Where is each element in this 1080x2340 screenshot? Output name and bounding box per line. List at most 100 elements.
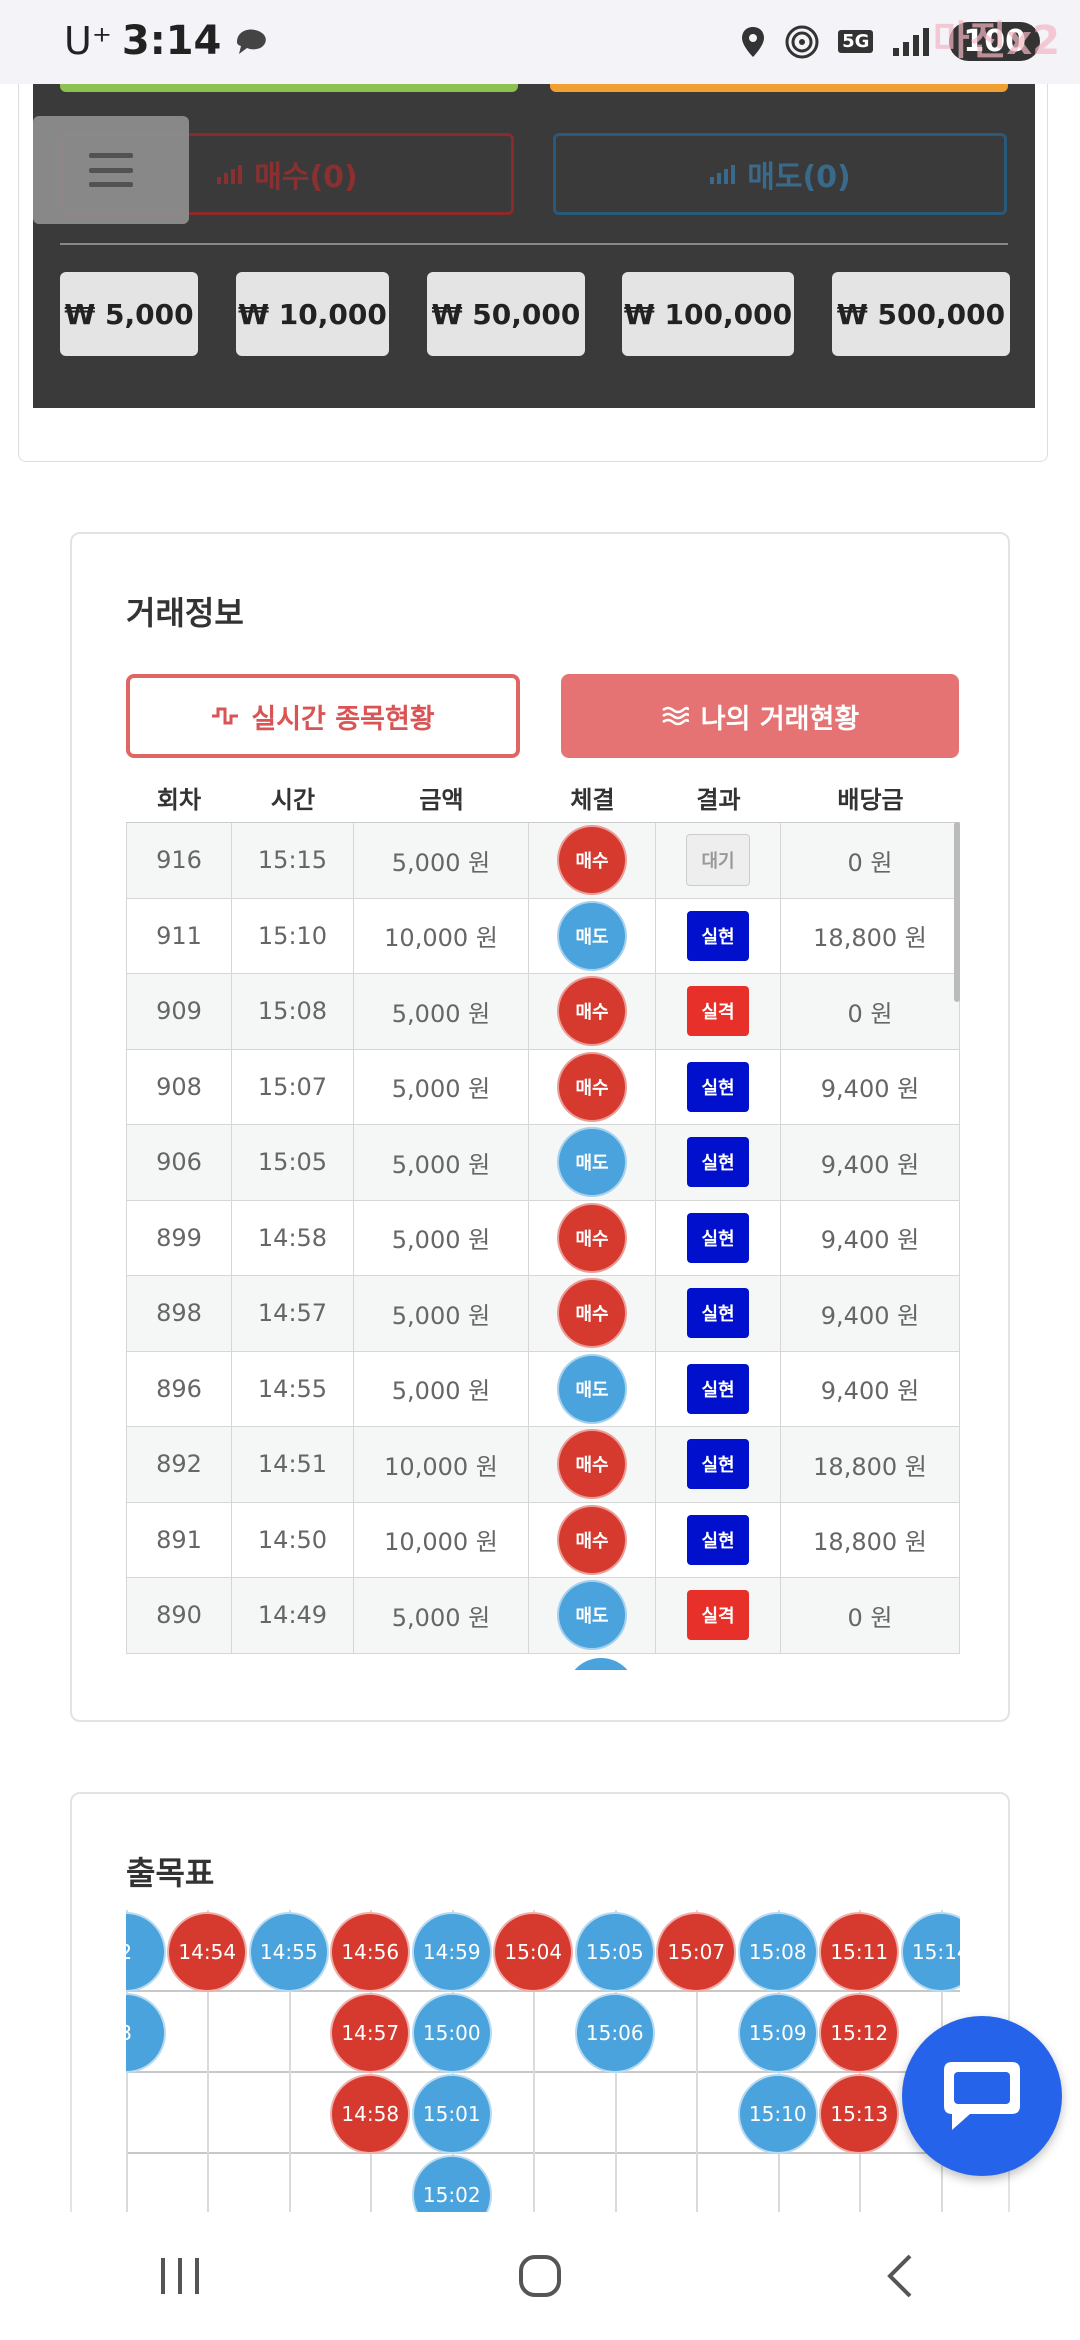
- cell-result: 실현: [656, 1125, 781, 1200]
- sell-circle-partial: [566, 1658, 636, 1670]
- column-header: 결과: [696, 786, 741, 814]
- hamburger-icon: [89, 153, 133, 187]
- board-gridline: [126, 2071, 960, 2073]
- cell-side: 매수: [529, 1502, 656, 1577]
- cell-payout: 9,400 원: [781, 1200, 960, 1275]
- buy-result-circle: 14:54: [167, 1912, 248, 1992]
- buy-button[interactable]: 매수(0): [60, 133, 514, 215]
- messenger-icon: [237, 29, 267, 54]
- status-left: U⁺ 3:14: [64, 18, 271, 64]
- cell-payout: 18,800 원: [781, 1427, 960, 1502]
- sell-result-circle: 3: [126, 1993, 166, 2073]
- table-row: 916 15:15 5,000 원 매수 대기 0 원: [126, 823, 960, 899]
- tab-mine-label: 나의 거래현황: [700, 703, 860, 735]
- table-row: 906 15:05 5,000 원 매도 실현 9,400 원: [126, 1125, 960, 1201]
- chat-button[interactable]: [902, 2016, 1062, 2176]
- cell-time: 14:51: [232, 1427, 354, 1502]
- side-badge: 매수: [557, 1278, 627, 1349]
- cell-round: 899: [126, 1200, 232, 1275]
- result-board-title: 출목표: [126, 1854, 215, 1892]
- pulse-icon: [212, 707, 239, 725]
- status-right: 5G 100: [740, 22, 1040, 61]
- cell-time: 15:08: [232, 974, 354, 1049]
- amount-button-100000[interactable]: ₩ 100,000: [622, 272, 794, 356]
- cell-payout: 0 원: [781, 974, 960, 1049]
- cell-amount: 10,000 원: [354, 1427, 529, 1502]
- amount-button-10000[interactable]: ₩ 10,000: [236, 272, 389, 356]
- sell-result-circle: 15:14: [900, 1912, 960, 1992]
- cell-payout: 0 원: [781, 1578, 960, 1653]
- cell-side: 매도: [529, 1578, 656, 1653]
- result-badge: 실현: [687, 1363, 749, 1414]
- buy-result-circle: 15:13: [819, 2074, 900, 2154]
- table-header: 회차 시간 금액 체결 결과 배당금: [126, 782, 960, 822]
- board-gridline: [126, 2152, 960, 2154]
- back-icon[interactable]: [860, 2246, 940, 2306]
- recent-apps-icon[interactable]: [140, 2246, 220, 2306]
- tab-realtime-status[interactable]: 실시간 종목현황: [126, 674, 520, 758]
- cell-amount: 5,000 원: [354, 1351, 529, 1426]
- column-header: 배당금: [837, 786, 904, 814]
- buy-result-circle: 15:12: [819, 1993, 900, 2073]
- board-gridline: [207, 1910, 210, 2220]
- cell-result: 실현: [656, 1276, 781, 1351]
- board-gridline: [696, 1910, 699, 2220]
- cell-round: 906: [126, 1125, 232, 1200]
- hamburger-menu-button[interactable]: [33, 116, 189, 224]
- board-gridline: [288, 1910, 291, 2220]
- cell-amount: 10,000 원: [354, 898, 529, 973]
- signal-bars-icon: [217, 165, 243, 184]
- cell-result: 실현: [656, 1427, 781, 1502]
- side-badge: 매수: [557, 825, 627, 896]
- cell-amount: 5,000 원: [354, 823, 529, 898]
- cell-payout: 18,800 원: [781, 898, 960, 973]
- cell-time: 15:07: [232, 1049, 354, 1124]
- tab-my-trades[interactable]: 나의 거래현황: [561, 674, 959, 758]
- table-row: 898 14:57 5,000 원 매수 실현 9,400 원: [126, 1276, 960, 1352]
- home-icon[interactable]: [500, 2246, 580, 2306]
- side-badge: 매수: [557, 1202, 627, 1273]
- amount-button-5000[interactable]: ₩ 5,000: [60, 272, 198, 356]
- cell-side: 매수: [529, 1427, 656, 1502]
- table-row: 908 15:07 5,000 원 매수 실현 9,400 원: [126, 1049, 960, 1125]
- table-row: 899 14:58 5,000 원 매수 실현 9,400 원: [126, 1200, 960, 1276]
- side-badge: 매도: [557, 1353, 627, 1424]
- board-gridline: [533, 1910, 536, 2220]
- cell-side: 매도: [529, 1351, 656, 1426]
- column-header: 체결: [570, 786, 615, 814]
- side-badge: 매수: [557, 1429, 627, 1500]
- amount-button-50000[interactable]: ₩ 50,000: [427, 272, 585, 356]
- side-badge: 매도: [557, 900, 627, 971]
- cell-time: 14:50: [232, 1502, 354, 1577]
- table-scrollbar[interactable]: [954, 822, 960, 1002]
- trade-info-title: 거래정보: [126, 594, 244, 632]
- side-badge: 매수: [557, 976, 627, 1047]
- tab-realtime-label: 실시간 종목현황: [251, 703, 435, 735]
- cell-round: 911: [126, 898, 232, 973]
- result-badge: 실현: [687, 1439, 749, 1490]
- table-row: 911 15:10 10,000 원 매도 실현 18,800 원: [126, 898, 960, 974]
- column-header: 시간: [270, 786, 316, 814]
- cell-result: 실현: [656, 1049, 781, 1124]
- system-nav-bar: [0, 2212, 1080, 2340]
- cell-round: 890: [126, 1578, 232, 1653]
- cell-result: 대기: [656, 823, 781, 898]
- cell-round: 909: [126, 974, 232, 1049]
- result-badge: 실격: [687, 986, 749, 1037]
- sell-result-circle: 15:00: [411, 1993, 492, 2073]
- sell-button[interactable]: 매도(0): [553, 133, 1007, 215]
- result-badge: 실현: [687, 1137, 749, 1188]
- sell-result-circle: 15:01: [411, 2074, 492, 2154]
- network-type-label: 5G: [838, 30, 874, 53]
- cell-result: 실현: [656, 1351, 781, 1426]
- cell-payout: 0 원: [781, 823, 960, 898]
- amount-button-500000[interactable]: ₩ 500,000: [832, 272, 1010, 356]
- cell-time: 14:58: [232, 1200, 354, 1275]
- sell-result-circle: 15:05: [574, 1912, 655, 1992]
- trade-table: 회차 시간 금액 체결 결과 배당금 916 15:15 5,000 원 매수 대기 0 …: [126, 782, 960, 1670]
- table-body: 916 15:15 5,000 원 매수 대기 0 원 911 15:10 10,000 원 매도…: [126, 822, 960, 1654]
- wave-icon: [661, 706, 689, 726]
- buy-result-circle: 14:56: [330, 1912, 411, 1992]
- cell-side: 매도: [529, 898, 656, 973]
- cell-time: 14:49: [232, 1578, 354, 1653]
